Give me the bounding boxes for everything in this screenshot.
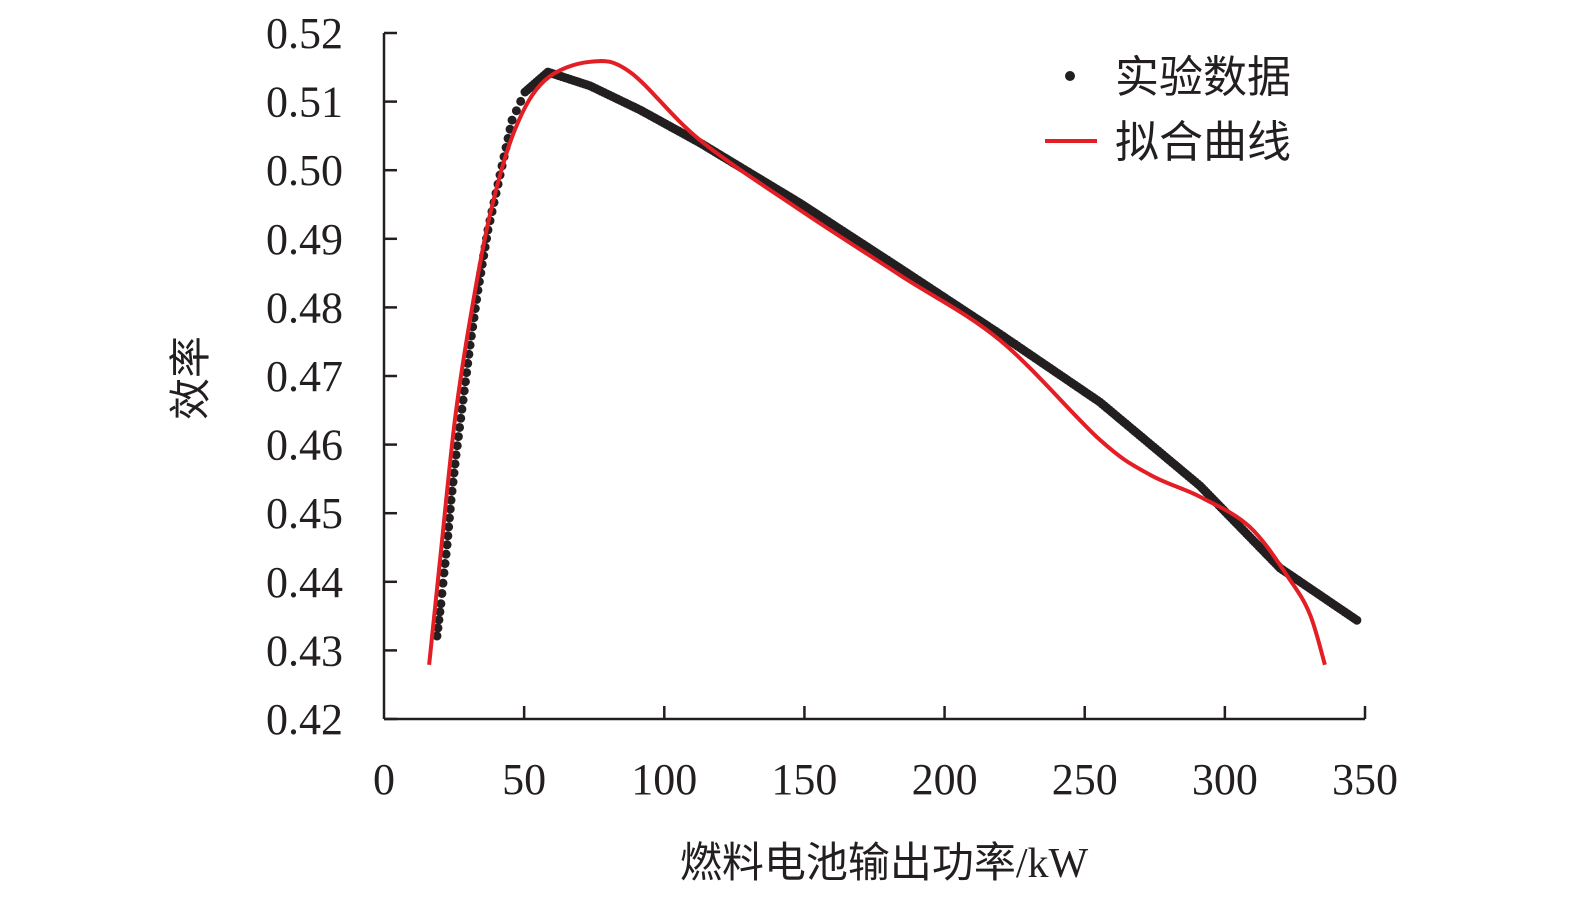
experimental-data-point [460, 377, 470, 387]
experimental-data-point [440, 559, 450, 569]
experimental-data-point [459, 386, 469, 396]
experimental-data-point [458, 395, 468, 405]
axis-ticks: 0 50 100 150 200 250 300 350 0.52 0.51 0.50 0.49 0.4… [266, 9, 1398, 804]
experimental-data-point [444, 522, 454, 532]
experimental-data-point [516, 96, 526, 106]
x-axis-title: 燃料电池输出功率/kW [680, 840, 1089, 887]
x-tick-label: 250 [1052, 755, 1118, 804]
legend: 实验数据 拟合曲线 [1045, 53, 1291, 167]
y-tick-label: 0.42 [266, 695, 343, 744]
experimental-data-point [443, 531, 453, 541]
experimental-data-point [450, 459, 460, 469]
experimental-data-point [455, 422, 465, 432]
experimental-data-point [507, 115, 517, 125]
x-tick-label: 0 [373, 755, 395, 804]
experimental-data-point [462, 368, 472, 378]
y-tick-label: 0.43 [266, 626, 343, 675]
fit-curve-line [427, 59, 1327, 666]
experimental-data-point [434, 615, 444, 625]
x-tick-label: 150 [771, 755, 837, 804]
experimental-data-point [452, 441, 462, 451]
experimental-data-point [438, 578, 448, 588]
experimental-data-point [442, 540, 452, 550]
experimental-data-point [457, 404, 467, 414]
legend-marker-experimental [1065, 71, 1075, 81]
experimental-data-point [456, 413, 466, 423]
experimental-data-point [446, 495, 456, 505]
experimental-data-point [453, 432, 463, 442]
y-tick-label: 0.45 [266, 489, 343, 538]
experimental-data-point [445, 504, 455, 514]
x-tick-label: 50 [502, 755, 546, 804]
experimental-data-point [451, 450, 461, 460]
experimental-data-point [463, 358, 473, 368]
experimental-data-point [433, 623, 443, 633]
experimental-data-point [439, 568, 449, 578]
y-tick-label: 0.44 [266, 558, 343, 607]
y-tick-label: 0.50 [266, 146, 343, 195]
experimental-data-point [1352, 615, 1362, 625]
experimental-data-point [435, 607, 445, 617]
y-tick-label: 0.47 [266, 352, 343, 401]
y-tick-label: 0.49 [266, 215, 343, 264]
y-tick-label: 0.52 [266, 9, 343, 58]
experimental-data-point [511, 106, 521, 116]
experimental-data-point [447, 486, 457, 496]
experimental-data-point [437, 588, 447, 598]
experimental-data-point [444, 513, 454, 523]
y-tick-label: 0.46 [266, 421, 343, 470]
experimental-data-point [432, 631, 442, 641]
x-tick-label: 300 [1192, 755, 1258, 804]
experimental-data-point [436, 599, 446, 609]
y-tick-label: 0.51 [266, 78, 343, 127]
experimental-data-point [441, 549, 451, 559]
plot-marks [427, 59, 1362, 666]
y-tick-label: 0.48 [266, 283, 343, 332]
y-axis-title: 效率 [168, 336, 215, 420]
x-tick-label: 200 [912, 755, 978, 804]
experimental-data-point [449, 468, 459, 478]
legend-label-fit: 拟合曲线 [1115, 118, 1291, 167]
x-tick-label: 350 [1332, 755, 1398, 804]
legend-label-experimental: 实验数据 [1115, 53, 1291, 102]
x-tick-label: 100 [631, 755, 697, 804]
experimental-data-point [448, 477, 458, 487]
